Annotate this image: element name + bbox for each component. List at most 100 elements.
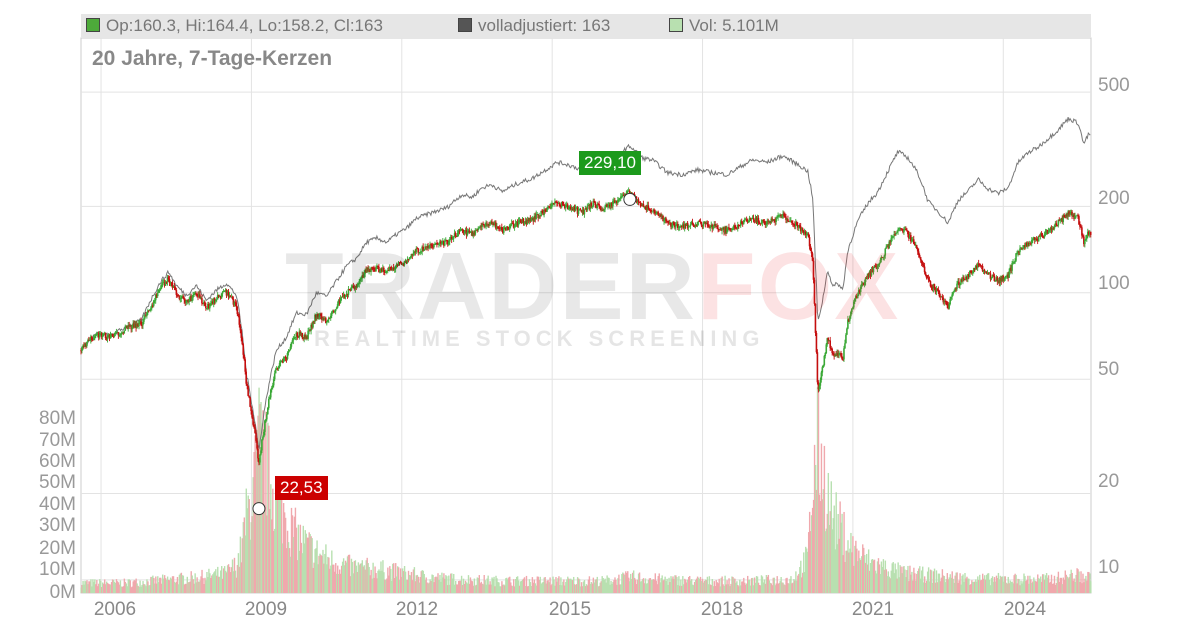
volume-bar xyxy=(936,582,939,593)
candle-body xyxy=(760,222,763,224)
volume-bar xyxy=(295,527,298,593)
volume-bar xyxy=(1064,570,1066,593)
volume-bar xyxy=(987,573,990,593)
candle-body xyxy=(282,357,285,362)
candle-body xyxy=(871,269,874,273)
candle-body xyxy=(470,231,473,233)
candle-body xyxy=(579,209,582,211)
volume-bar xyxy=(793,579,795,593)
candle-body xyxy=(775,218,777,222)
volume-bar xyxy=(769,582,772,593)
y-tick-left-20m: 20M xyxy=(39,538,76,559)
volume-bar xyxy=(937,573,940,593)
volume-bar xyxy=(979,574,981,593)
volume-bar xyxy=(882,559,885,593)
volume-bar xyxy=(823,445,826,593)
candle-body xyxy=(1023,245,1025,248)
volume-bar xyxy=(549,577,551,593)
candle-body xyxy=(575,207,578,209)
candle-body xyxy=(409,257,412,259)
candle-body xyxy=(652,209,655,212)
volume-bar xyxy=(966,576,968,593)
low-marker-circle xyxy=(252,502,266,516)
candle-body xyxy=(493,223,495,226)
volume-bar xyxy=(792,582,794,593)
volume-bar xyxy=(1087,571,1089,593)
candle-body xyxy=(979,265,982,266)
candle-body xyxy=(975,265,978,268)
candle-body xyxy=(642,203,645,207)
volume-bar xyxy=(785,578,787,593)
candle-body xyxy=(520,221,523,224)
legend-ohlc-text: Op:160.3, Hi:164.4, Lo:158.2, Cl:163 xyxy=(106,16,383,35)
candle-body xyxy=(198,294,200,297)
candle-body xyxy=(163,282,166,286)
volume-bar xyxy=(410,571,413,593)
candle-body xyxy=(787,219,789,222)
candle-body xyxy=(475,230,478,231)
volume-bar xyxy=(786,577,788,593)
candle-body xyxy=(253,424,255,428)
candle-body xyxy=(738,225,741,227)
volume-bar xyxy=(107,583,110,593)
candle-body xyxy=(916,248,919,252)
volume-bar xyxy=(1003,576,1006,593)
candle-body xyxy=(894,234,896,235)
candle-body xyxy=(238,315,241,325)
candle-body xyxy=(930,286,933,288)
volume-bar xyxy=(705,580,708,593)
volume-bar xyxy=(827,472,830,593)
volume-bar xyxy=(233,557,236,593)
candle-body xyxy=(684,223,687,226)
volume-bar xyxy=(588,576,591,593)
volume-bar xyxy=(1045,572,1048,593)
candle-body xyxy=(974,265,977,270)
volume-bar xyxy=(134,580,136,593)
volume-bar xyxy=(874,570,877,593)
volume-bar xyxy=(424,580,426,593)
candle-body xyxy=(355,286,358,288)
candle-body xyxy=(164,281,167,286)
candle-body xyxy=(982,269,985,272)
volume-bar xyxy=(181,575,184,593)
volume-bar xyxy=(454,584,456,593)
candle-body xyxy=(726,228,728,233)
volume-bar xyxy=(829,511,832,593)
candle-body xyxy=(103,333,106,335)
volume-bar xyxy=(558,576,560,593)
volume-bar xyxy=(1058,581,1061,593)
volume-bar xyxy=(856,548,858,593)
volume-bar xyxy=(341,561,344,593)
candle-body xyxy=(942,297,945,303)
candle-body xyxy=(483,224,485,227)
volume-bar xyxy=(1061,584,1064,593)
volume-bar xyxy=(188,582,190,593)
volume-bar xyxy=(951,571,953,593)
volume-bar xyxy=(684,578,686,593)
x-tick-2024: 2024 xyxy=(1003,599,1047,620)
volume-bar xyxy=(407,570,410,593)
candle-body xyxy=(978,264,981,266)
candle-body xyxy=(125,325,128,328)
candle-body xyxy=(995,277,998,281)
volume-bar xyxy=(867,549,870,593)
candle-body xyxy=(840,353,842,357)
candle-body xyxy=(807,233,810,238)
volume-bar xyxy=(899,565,901,593)
candle-body xyxy=(833,353,835,357)
candle-body xyxy=(217,295,220,297)
candle-body xyxy=(707,224,710,227)
volume-bar xyxy=(958,580,960,593)
volume-bar xyxy=(251,516,253,593)
watermark-brand-right: FOX xyxy=(696,233,901,340)
candle-body xyxy=(201,298,203,304)
candle-body xyxy=(245,371,247,384)
volume-bar xyxy=(808,511,811,593)
candle-body xyxy=(114,332,117,335)
candle-body xyxy=(1019,248,1021,253)
candle-body xyxy=(133,323,135,328)
candle-body xyxy=(843,348,845,360)
candle-body xyxy=(148,310,150,312)
volume-bar xyxy=(678,576,680,593)
volume-bar xyxy=(752,585,755,593)
